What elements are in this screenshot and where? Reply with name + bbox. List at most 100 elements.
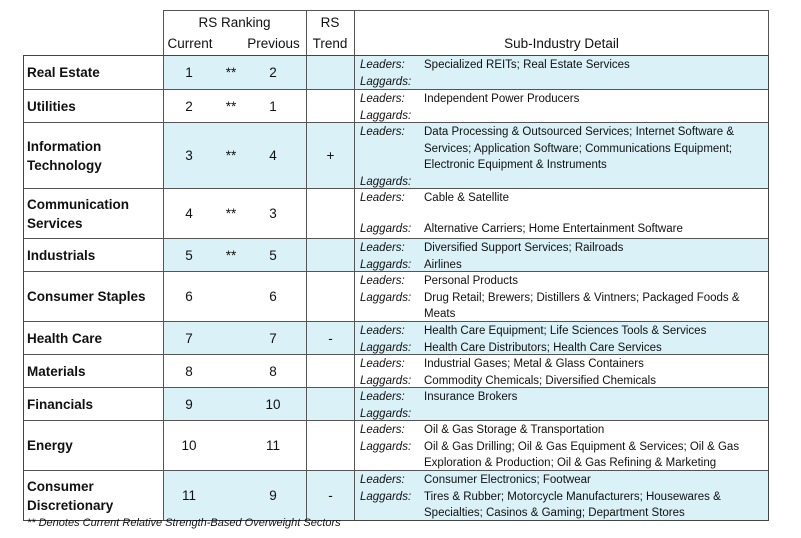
laggards-value: Commodity Chemicals; Diversified Chemica… [424, 374, 656, 387]
leaders-label: Leaders: [360, 424, 405, 436]
rank-cell: 4 ** 3 [164, 189, 307, 238]
laggards-label: Laggards: [360, 175, 412, 188]
laggards-value: Oil & Gas Drilling; Oil & Gas Equipment … [424, 440, 740, 470]
sector-name: Consumer Discretionary [24, 471, 164, 520]
previous-rank: 9 [269, 488, 277, 503]
rank-cell: 9 10 [164, 388, 307, 420]
table-row: Consumer Discretionary 11 9 - Leaders: Consum… [24, 470, 768, 520]
sector-name: Industrials [24, 239, 164, 271]
rs-trend [307, 388, 355, 420]
laggards-label: Laggards: [360, 291, 412, 304]
overweight-marker: ** [225, 148, 237, 163]
laggards-label: Laggards: [360, 258, 412, 271]
laggards-line: Laggards: Oil & Gas Drilling; Oil & Gas E… [360, 439, 766, 472]
previous-rank: 8 [269, 363, 277, 379]
laggards-line: Laggards: [360, 74, 766, 91]
current-rank: 9 [185, 396, 193, 412]
table-row: Financials 9 10 Leaders: Insurance Brokers La… [24, 387, 768, 420]
leaders-value: Industrial Gases; Metal & Glass Containe… [424, 358, 644, 370]
sector-label: Financials [27, 396, 94, 412]
sector-label: Utilities [27, 98, 76, 114]
laggards-value: Alternative Carriers; Home Entertainment… [424, 222, 683, 235]
rs-trend [307, 355, 355, 387]
current-rank: 3 [185, 148, 193, 163]
sub-industry-detail: Leaders: Industrial Gases; Metal & Glass … [355, 355, 768, 387]
leaders-value: Specialized REITs; Real Estate Services [424, 59, 630, 71]
current-header: Current [167, 36, 213, 51]
sub-industry-detail: Leaders: Independent Power Producers Lagga… [355, 90, 768, 122]
laggards-value: Health Care Distributors; Health Care Se… [424, 341, 662, 354]
table-row: Materials 8 8 Leaders: Industrial Gases; Met… [24, 354, 768, 387]
sector-name: Information Technology [24, 123, 164, 188]
laggards-label: Laggards: [360, 440, 412, 453]
previous-rank: 2 [269, 65, 277, 80]
previous-header: Previous [247, 36, 300, 51]
sub-industry-header: Sub-Industry Detail [504, 36, 619, 51]
rank-cell: 1 ** 2 [164, 56, 307, 89]
sector-name: Materials [24, 355, 164, 387]
sub-industry-detail: Leaders: Oil & Gas Storage & Transportati… [355, 421, 768, 470]
previous-rank: 7 [269, 330, 277, 346]
sector-name: Real Estate [24, 56, 164, 89]
table-row: Real Estate 1 ** 2 Leaders: Specialized REITs… [24, 56, 768, 89]
sub-industry-detail: Leaders: Diversified Support Services; Ra… [355, 239, 768, 271]
rs-trend [307, 272, 355, 321]
sub-industry-detail: Leaders: Data Processing & Outsourced Ser… [355, 123, 768, 188]
rank-cell: 3 ** 4 [164, 123, 307, 188]
sector-label: Information Technology [27, 138, 102, 173]
laggards-line: Laggards: Tires & Rubber; Motorcycle Manu… [360, 489, 766, 522]
rs-trend [307, 239, 355, 271]
table-row: Health Care 7 7- Leaders: Health Care Equipm… [24, 321, 768, 354]
leaders-value: Personal Products [424, 275, 518, 287]
current-rank: 4 [185, 206, 193, 221]
sector-label: Health Care [27, 330, 103, 346]
leaders-line: Leaders: Diversified Support Services; Ra… [360, 240, 766, 257]
sector-name: Financials [24, 388, 164, 420]
rank-cell: 11 9 [164, 471, 307, 520]
rs-trend: - [307, 471, 355, 520]
table-row: Information Technology 3 ** 4 + Leaders: Data … [24, 122, 768, 188]
rs-trend: + [307, 123, 355, 188]
leaders-value: Independent Power Producers [424, 93, 580, 105]
trend-value: + [326, 148, 335, 163]
previous-rank: 3 [269, 206, 277, 221]
laggards-label: Laggards: [360, 222, 412, 235]
laggards-line: Laggards: Health Care Distributors; Healt… [360, 340, 766, 357]
current-rank: 6 [185, 289, 193, 304]
overweight-marker: ** [225, 98, 237, 114]
leaders-label: Leaders: [360, 93, 405, 105]
current-rank: 2 [185, 98, 193, 114]
laggards-label: Laggards: [360, 407, 412, 420]
sector-name: Communication Services [24, 189, 164, 238]
current-rank: 1 [185, 65, 193, 80]
sector-name: Consumer Staples [24, 272, 164, 321]
sub-industry-detail: Leaders: Consumer Electronics; Footwear La… [355, 471, 768, 520]
laggards-line: Laggards: Commodity Chemicals; Diversifie… [360, 373, 766, 390]
sub-industry-detail: Leaders: Insurance Brokers Laggards: [355, 388, 768, 420]
current-rank: 7 [185, 330, 193, 346]
rank-cell: 10 11 [164, 421, 307, 470]
sector-label: Consumer Discretionary [27, 478, 114, 513]
rs-trend: - [307, 322, 355, 354]
previous-rank: 10 [265, 396, 281, 412]
laggards-label: Laggards: [360, 490, 412, 503]
leaders-label: Leaders: [360, 59, 405, 71]
laggards-value [424, 406, 766, 423]
leaders-value: Diversified Support Services; Railroads [424, 242, 624, 254]
laggards-line: Laggards: Airlines [360, 257, 766, 274]
sector-label: Energy [27, 438, 73, 453]
table-row: Utilities 2 ** 1 Leaders: Independent Power P… [24, 89, 768, 122]
rank-cell: 5 ** 5 [164, 239, 307, 271]
laggards-value: Airlines [424, 258, 462, 271]
rs-trend [307, 189, 355, 238]
overweight-marker: ** [225, 206, 237, 221]
laggards-line: Laggards: [360, 406, 766, 423]
leaders-line: Leaders: Data Processing & Outsourced Ser… [360, 124, 766, 174]
laggards-value: Drug Retail; Brewers; Distillers & Vintn… [424, 291, 740, 321]
sector-name: Health Care [24, 322, 164, 354]
leaders-value: Data Processing & Outsourced Services; I… [424, 126, 735, 171]
table-row: Communication Services 4 ** 3 Leaders: Cable … [24, 188, 768, 238]
previous-rank: 5 [269, 247, 277, 263]
